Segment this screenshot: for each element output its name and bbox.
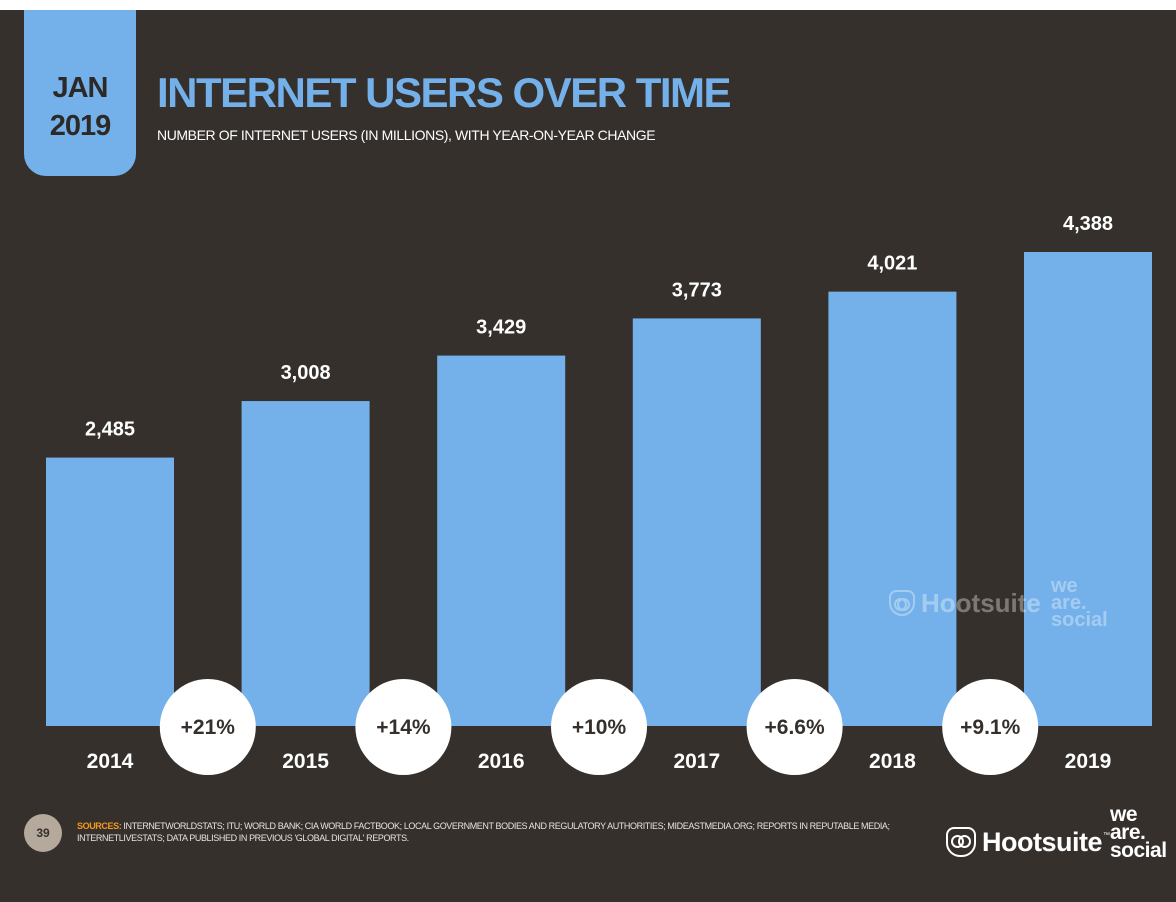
data-label: 4,021 <box>867 253 917 275</box>
data-label: 3,429 <box>476 317 526 339</box>
change-circle <box>551 679 647 775</box>
bar <box>1024 252 1152 726</box>
sources-text: INTERNETWORLDSTATS; ITU; WORLD BANK; CIA… <box>77 821 890 843</box>
badge-month: JAN <box>52 72 108 104</box>
page-subtitle: NUMBER OF INTERNET USERS (IN MILLIONS), … <box>157 127 656 143</box>
change-circle <box>159 679 256 775</box>
change-label: +14% <box>376 716 431 739</box>
change-label: +21% <box>181 716 236 739</box>
x-tick-label: 2016 <box>478 750 525 773</box>
x-tick-label: 2018 <box>869 750 916 773</box>
sources-label: SOURCES: <box>77 821 122 831</box>
slide: JAN 2019 INTERNET USERS OVER TIME NUMBER… <box>0 10 1176 902</box>
change-label: +6.6% <box>765 716 825 739</box>
hootsuite-wordmark: Hootsuite <box>982 826 1103 857</box>
change-label: +10% <box>572 716 627 739</box>
hootsuite-logo[interactable]: Hootsuite ™ <box>946 822 1110 862</box>
we-are-social-logo[interactable]: we are. social <box>1110 803 1167 862</box>
date-badge: JAN 2019 <box>24 10 136 176</box>
bar <box>632 318 761 726</box>
data-label: 3,008 <box>281 362 331 384</box>
data-label: 4,388 <box>1063 213 1113 235</box>
bar <box>46 457 174 726</box>
data-label: 2,485 <box>85 419 135 441</box>
data-label: 3,773 <box>672 279 722 301</box>
bar <box>828 291 957 726</box>
page-title: INTERNET USERS OVER TIME <box>157 69 732 116</box>
change-circle <box>942 679 1039 775</box>
trademark-symbol: ™ <box>1103 832 1110 839</box>
change-circle <box>746 679 843 775</box>
bar-chart: 2,485 2014 3,008 2015 3,429 2016 3,773 2017 4,02… <box>46 213 1152 775</box>
x-tick-label: 2014 <box>87 750 134 773</box>
x-tick-label: 2017 <box>673 750 720 773</box>
footer-logos: Hootsuite ™ we are. social <box>946 798 1176 902</box>
change-circle <box>355 679 452 775</box>
bar <box>437 355 566 726</box>
badge-year: 2019 <box>49 110 112 142</box>
sources-note: SOURCES: INTERNETWORLDSTATS; ITU; WORLD … <box>77 820 927 844</box>
bar <box>241 401 370 726</box>
page-number: 39 <box>24 814 62 852</box>
owl-icon <box>946 827 976 857</box>
change-label: +9.1% <box>960 716 1020 739</box>
x-tick-label: 2015 <box>282 750 329 773</box>
x-tick-label: 2019 <box>1065 750 1112 773</box>
